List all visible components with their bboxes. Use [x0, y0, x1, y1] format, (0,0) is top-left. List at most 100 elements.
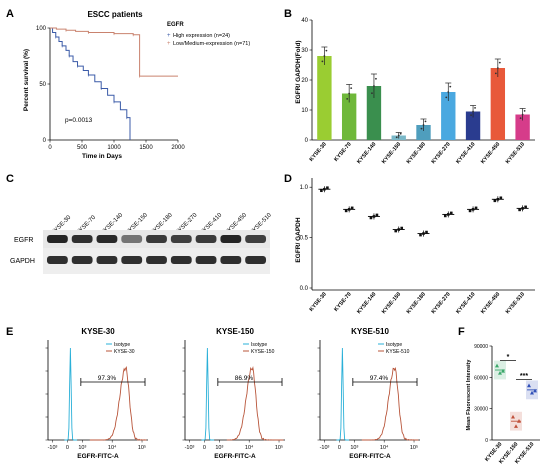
panel-label-f: F: [458, 326, 465, 338]
d-data-point: [524, 205, 527, 209]
f-data-point: [533, 388, 537, 393]
e2-histogram: KYSE-150 -10³ 0 10³ 10⁴ 10⁵ EGFR-FITC-A 86.9% Is…: [182, 327, 285, 460]
e1-histogram: KYSE-30 -10³ 0 10³ 10⁴ 10⁵ EGFR-FITC-A 97.3% Iso…: [45, 327, 148, 460]
f-y-tick-label: 60000: [474, 375, 488, 381]
a-x-tick-label: 2000: [171, 145, 185, 151]
e-x-tick-label: 10³: [78, 445, 86, 451]
d-data-point: [320, 189, 323, 193]
a-x-tick-label: 0: [48, 145, 52, 151]
a-legend-low-label: Low/Medium-expression (n=71): [173, 41, 250, 47]
b-bar: [465, 111, 481, 140]
b-y-tick-label: 30: [301, 48, 308, 54]
panel-a-survival: ESCC patients EGFR + High expression (n=…: [23, 10, 250, 160]
a-pvalue: p=0.0013: [65, 117, 93, 124]
panel-label-b: B: [284, 8, 292, 20]
d-data-point: [474, 206, 478, 210]
b-data-point: [375, 77, 377, 80]
b-data-point: [397, 134, 400, 137]
a-legend-low: + Low/Medium-expression (n=71): [167, 41, 250, 47]
e-x-tick-label: 10³: [215, 445, 223, 451]
a-ylabel: Percent survival (%): [23, 49, 30, 111]
a-series-line-1: [50, 27, 178, 77]
a-series-line-0: [50, 27, 131, 140]
b-data-point: [494, 72, 497, 75]
f-plot-area: 0300006000090000KYSE-30KYSE-150KYSE-510*…: [474, 344, 540, 465]
b-data-point: [346, 98, 349, 100]
b-data-point: [348, 92, 351, 95]
a-x-tick-label: 1000: [107, 145, 121, 151]
f-data-point: [514, 424, 518, 428]
b-data-point: [449, 85, 452, 88]
panel-label-c: C: [6, 173, 14, 185]
panel-label-d: D: [284, 173, 292, 185]
c-band-egfr: [146, 235, 167, 243]
d-data-point: [493, 199, 497, 203]
e-title: KYSE-150: [216, 327, 254, 336]
panel-label-a: A: [6, 8, 14, 20]
a-legend-title: EGFR: [167, 22, 184, 28]
e-x-tick-label: 10⁵: [275, 444, 283, 451]
b-bar: [317, 56, 332, 140]
e-sample-curve: [89, 365, 147, 441]
e-legend-sample-label: KYSE-30: [114, 349, 135, 355]
c-band-egfr: [245, 235, 267, 243]
c-band-gapdh: [195, 256, 217, 264]
d-data-point: [350, 206, 354, 210]
e-gate-label: 86.9%: [235, 375, 254, 382]
d-ylabel: EGFR/ GAPDH: [295, 217, 302, 262]
e-x-tick-label: 10⁴: [245, 444, 254, 451]
f-data-point: [530, 390, 534, 395]
d-y-tick-label: 1.0: [300, 185, 309, 191]
b-data-point: [424, 120, 427, 123]
d-data-point: [449, 211, 453, 215]
b-y-tick-label: 20: [301, 78, 308, 84]
b-data-point: [472, 110, 474, 113]
b-data-point: [447, 91, 450, 93]
e-title: KYSE-30: [81, 327, 115, 336]
e-isotype-curve: [336, 347, 350, 441]
c-band-egfr: [96, 235, 118, 243]
a-x-tick-label: 500: [77, 145, 88, 151]
c-band-gapdh: [245, 256, 267, 264]
c-band-egfr: [71, 235, 93, 243]
d-x-tick-label: KYSE-70: [333, 291, 352, 312]
b-data-point: [498, 61, 501, 64]
e-legend-isotype-label: Isotype: [386, 342, 402, 348]
a-legend-high: + High expression (n=24): [167, 33, 230, 39]
b-data-point: [422, 124, 425, 126]
e-x-tick-label: 10⁵: [410, 444, 418, 451]
b-x-tick-label: KYSE-150: [381, 141, 402, 165]
d-data-point: [375, 213, 379, 217]
b-x-tick-label: KYSE-450: [480, 141, 501, 165]
b-data-point: [519, 117, 522, 119]
a-x-tick-label: 1500: [139, 145, 153, 151]
e-legend-isotype-label: Isotype: [114, 342, 130, 348]
f-data-point: [517, 419, 521, 423]
b-x-tick-label: KYSE-70: [333, 141, 352, 162]
d-data-point: [344, 209, 348, 213]
a-legend-low-marker: +: [167, 41, 171, 47]
b-ylabel: EGFR/ GAPDH(Fold): [295, 40, 302, 103]
f-data-point: [527, 383, 531, 388]
panel-b-bar: EGFR/ GAPDH(Fold) 0 10 20 30 40 KYSE-30 KYSE-7…: [295, 18, 535, 165]
d-data-point: [369, 216, 373, 220]
e-x-tick-label: 0: [203, 445, 206, 451]
d-x-tick-label: KYSE-450: [480, 291, 501, 315]
b-data-point: [373, 85, 375, 87]
a-y-tick-label: 100: [36, 26, 47, 32]
f-data-point: [501, 368, 505, 373]
d-data-point: [326, 186, 329, 190]
f-data-point: [511, 414, 515, 419]
e-x-tick-label: 0: [338, 445, 341, 451]
b-bar: [341, 93, 357, 140]
d-y-tick-label: 0.5: [300, 236, 309, 242]
b-x-tick-label: KYSE-140: [356, 141, 377, 165]
a-title: ESCC patients: [87, 10, 143, 19]
f-ylabel: Mean Fluorescent Intensity: [466, 359, 472, 431]
c-band-gapdh: [96, 256, 118, 264]
d-data-point: [521, 207, 524, 210]
d-data-point: [323, 187, 326, 191]
